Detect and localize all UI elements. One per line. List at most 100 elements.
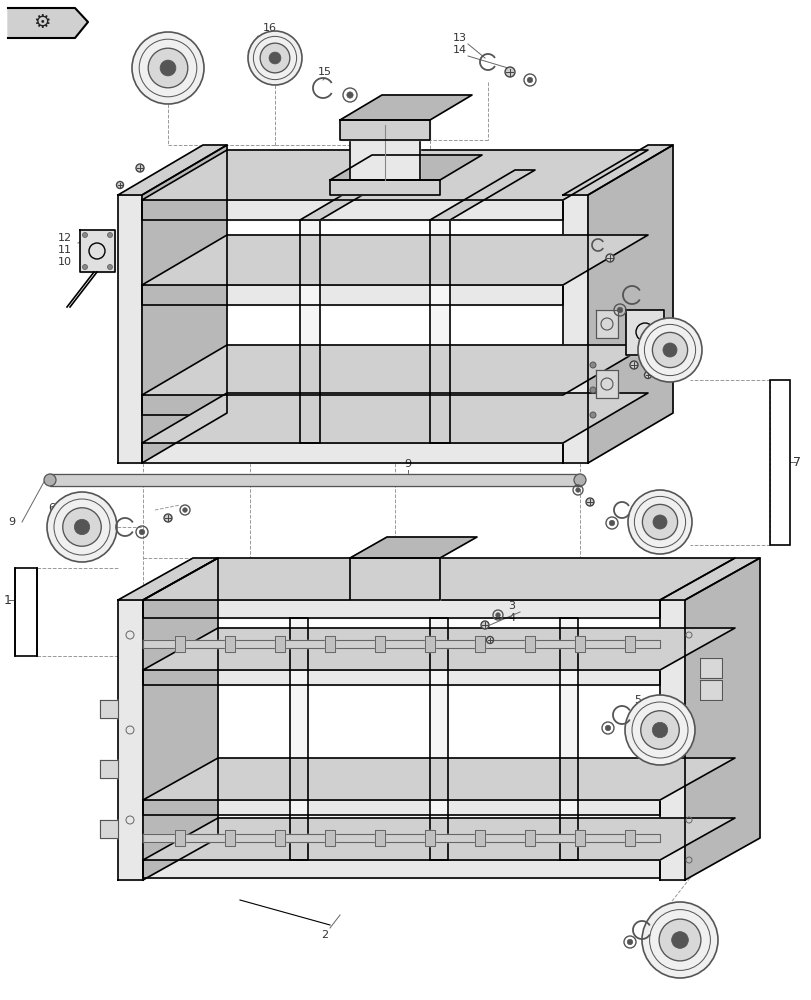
Polygon shape [290,618,307,860]
Polygon shape [659,600,684,880]
Circle shape [644,371,650,378]
Circle shape [504,67,514,77]
Polygon shape [50,474,579,486]
Circle shape [662,343,676,357]
Circle shape [247,31,302,85]
Text: 4: 4 [508,613,515,623]
Polygon shape [143,834,659,842]
Text: 14: 14 [453,45,466,55]
Circle shape [642,902,717,978]
Text: 11: 11 [58,245,72,255]
Circle shape [605,254,613,262]
Polygon shape [143,628,734,670]
Circle shape [47,492,117,562]
Polygon shape [118,558,217,600]
Circle shape [139,529,144,535]
Text: 1: 1 [4,593,12,606]
Circle shape [590,362,595,368]
Polygon shape [329,180,440,195]
Polygon shape [595,310,617,338]
Circle shape [624,695,694,765]
Polygon shape [430,170,534,220]
Bar [15,568,37,656]
Polygon shape [424,636,435,652]
Text: 12: 12 [630,524,644,534]
Polygon shape [142,235,647,285]
Polygon shape [340,95,471,120]
Polygon shape [225,830,234,846]
Circle shape [590,412,595,418]
Circle shape [640,711,679,749]
Polygon shape [684,558,759,880]
Circle shape [590,387,595,393]
Polygon shape [142,395,562,415]
Circle shape [62,508,101,546]
Polygon shape [142,285,562,305]
Circle shape [604,725,610,731]
Text: 11: 11 [634,512,648,522]
Circle shape [642,504,676,540]
Polygon shape [100,820,118,838]
Polygon shape [143,758,734,800]
Polygon shape [560,618,577,860]
Text: 9: 9 [404,459,411,469]
Polygon shape [275,636,285,652]
Text: 15: 15 [318,67,332,77]
Text: 10: 10 [634,500,648,510]
Text: 5: 5 [58,517,66,527]
Polygon shape [275,830,285,846]
Circle shape [671,932,688,948]
Polygon shape [350,558,440,600]
Polygon shape [699,658,721,678]
Circle shape [616,307,622,313]
Polygon shape [143,558,217,880]
Polygon shape [225,636,234,652]
Polygon shape [574,830,584,846]
Circle shape [575,488,580,492]
Circle shape [526,77,532,83]
Polygon shape [118,195,142,463]
Circle shape [659,919,700,961]
Circle shape [164,514,172,522]
Circle shape [116,182,123,189]
Polygon shape [142,393,647,443]
Polygon shape [474,830,484,846]
Polygon shape [525,830,534,846]
Text: 13: 13 [633,235,646,245]
Text: 10: 10 [58,257,72,267]
Circle shape [132,32,204,104]
Text: 16: 16 [647,300,661,310]
Polygon shape [143,558,734,600]
Polygon shape [625,310,663,355]
Circle shape [651,722,667,738]
Ellipse shape [573,474,586,486]
Text: 7: 7 [792,456,800,468]
Circle shape [107,232,113,237]
Polygon shape [424,830,435,846]
Text: 14: 14 [632,247,646,257]
Text: 13: 13 [453,33,466,43]
Polygon shape [624,636,634,652]
Polygon shape [375,830,384,846]
Circle shape [135,164,144,172]
Polygon shape [175,830,185,846]
Polygon shape [562,145,672,195]
Polygon shape [324,636,335,652]
Polygon shape [430,220,449,443]
Polygon shape [699,680,721,700]
Polygon shape [142,145,227,463]
Circle shape [260,43,290,73]
Polygon shape [142,345,647,395]
Text: 12: 12 [58,233,72,243]
Circle shape [627,490,691,554]
Polygon shape [142,150,647,200]
Polygon shape [574,636,584,652]
Polygon shape [595,370,617,398]
Text: 3: 3 [508,601,515,611]
Circle shape [480,621,488,629]
Text: 5: 5 [633,695,641,705]
Circle shape [83,232,88,237]
Circle shape [268,52,281,64]
Text: 9: 9 [8,517,15,527]
Circle shape [627,939,632,945]
